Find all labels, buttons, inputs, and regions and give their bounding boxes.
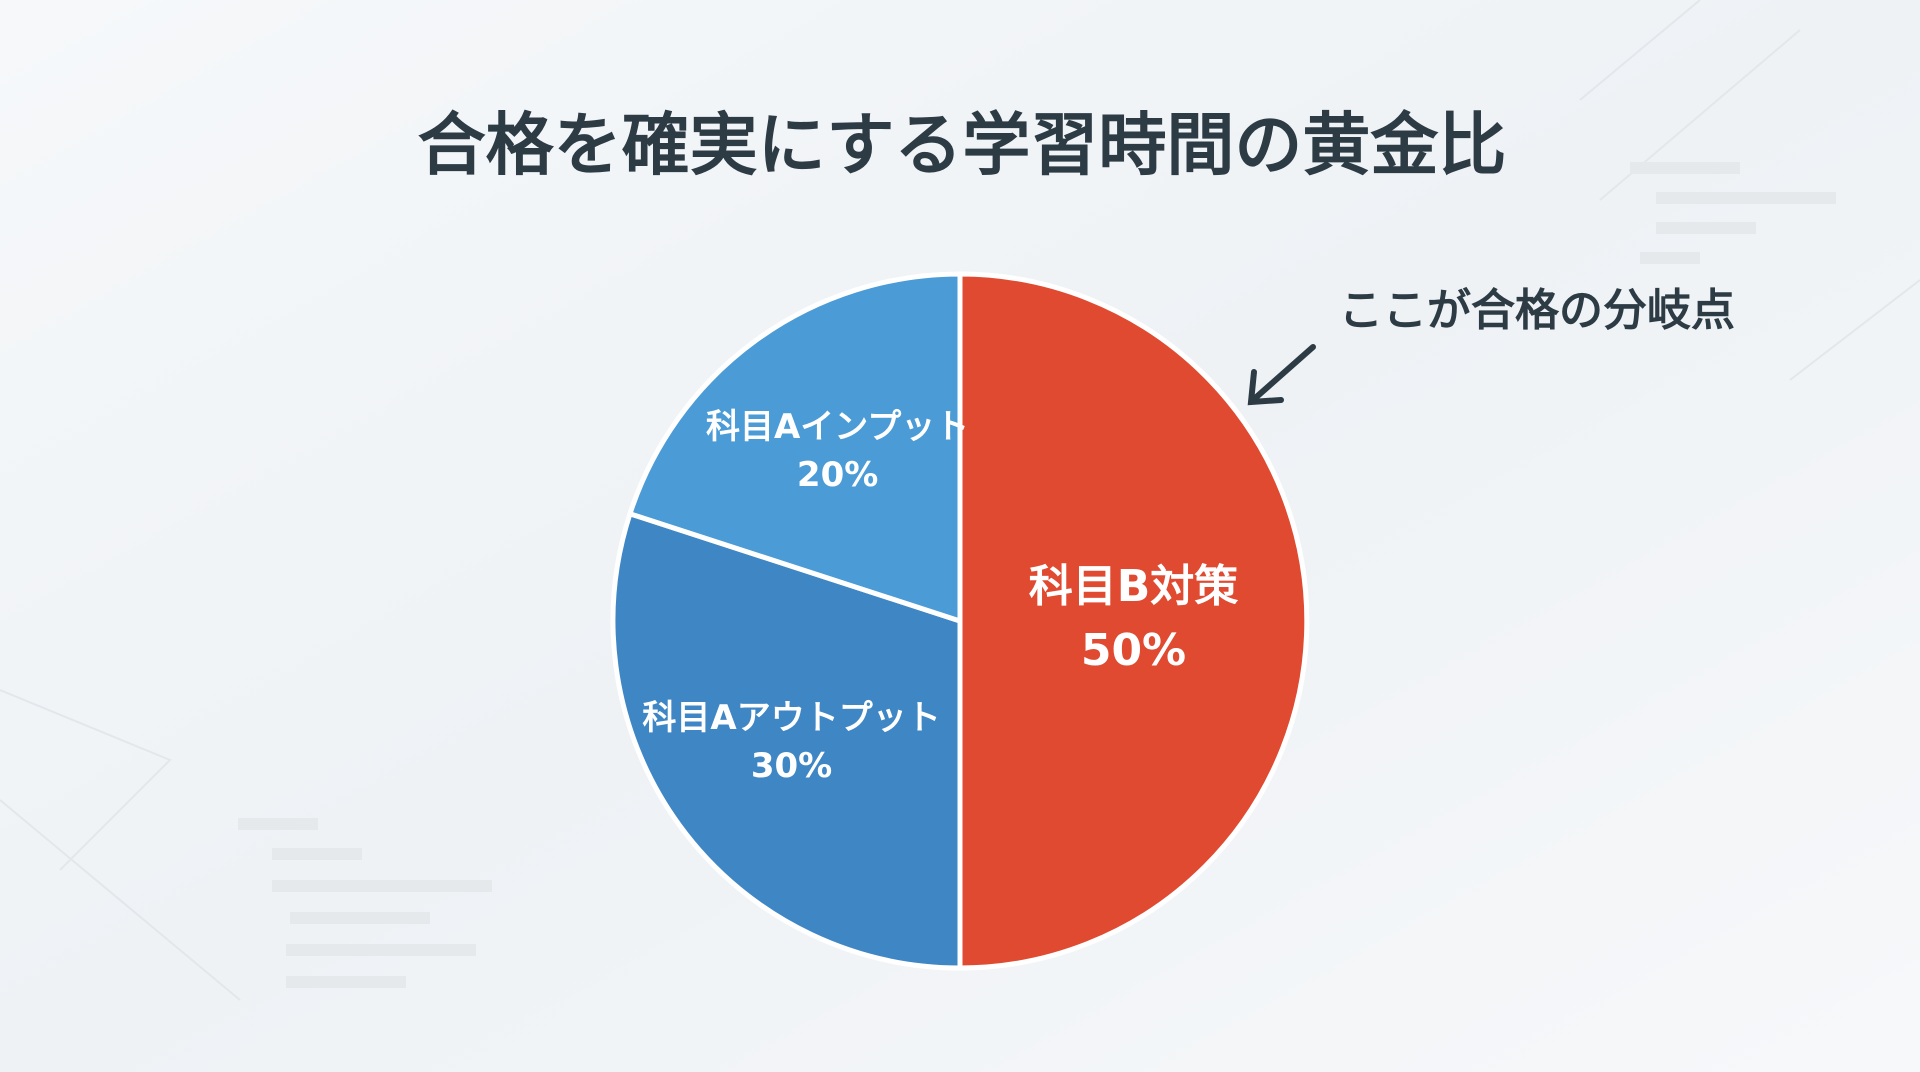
slice-label: 科目B対策 xyxy=(1029,561,1239,612)
slice-label: 科目Aインプット xyxy=(706,407,969,447)
slice-value-label: 20% xyxy=(797,455,878,495)
annotation-arrow xyxy=(1247,344,1316,406)
pie-slice xyxy=(610,511,963,971)
slice-label: 科目Aアウトプット xyxy=(642,698,940,738)
pie: 科目B対策 50% 科目Aアウトプット 30% 科目Aインプット 20% xyxy=(610,271,1310,971)
decoration xyxy=(0,0,1920,1001)
slice-value-label: 30% xyxy=(751,746,832,786)
slice-value-label: 50% xyxy=(1081,625,1186,676)
chart-title: 合格を確実にする学習時間の黄金比 xyxy=(418,107,1507,186)
pie-slice xyxy=(627,271,963,624)
code-decoration xyxy=(238,162,1836,988)
pie-slice xyxy=(957,271,1310,971)
annotation: ここが合格の分岐点 xyxy=(1339,285,1735,336)
